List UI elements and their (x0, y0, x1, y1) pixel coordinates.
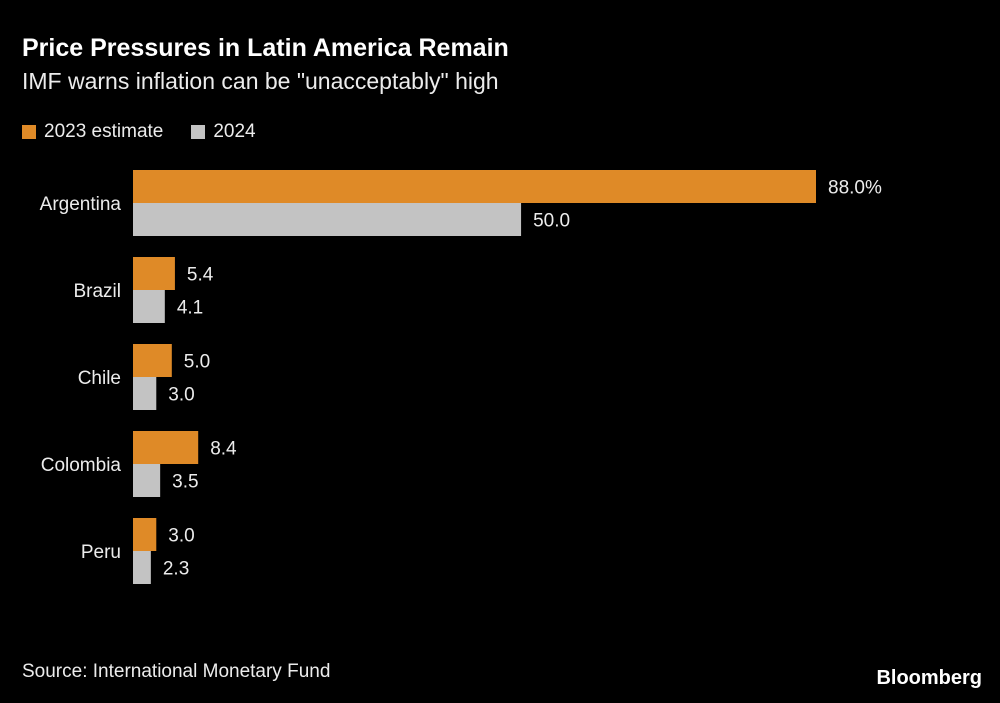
data-label: 3.0 (168, 526, 194, 547)
bar-2024 (133, 551, 151, 584)
data-label: 3.0 (168, 385, 194, 406)
data-label: 88.0% (828, 178, 882, 199)
chart-subtitle: IMF warns inflation can be "unacceptably… (22, 68, 499, 94)
data-label: 8.4 (210, 439, 237, 460)
bloomberg-logo: Bloomberg (876, 667, 982, 689)
bar-2023 (133, 170, 816, 203)
bar-2023 (133, 518, 157, 551)
legend-swatch-2024 (191, 125, 206, 139)
bar-2023 (133, 344, 172, 377)
bar-2024 (133, 464, 161, 497)
source-note: Source: International Monetary Fund (22, 661, 331, 682)
bar-2024 (133, 203, 522, 236)
category-label: Chile (78, 368, 121, 389)
data-label: 4.1 (177, 298, 203, 319)
legend: 2023 estimate 2024 (22, 121, 256, 143)
chart-title: Price Pressures in Latin America Remain (22, 34, 509, 62)
category-label: Argentina (40, 194, 122, 215)
legend-label-2024: 2024 (213, 121, 256, 142)
bar-2024 (133, 290, 165, 323)
bar-2024 (133, 377, 157, 410)
category-label: Brazil (73, 281, 121, 302)
data-label: 3.5 (172, 472, 198, 493)
category-label: Colombia (41, 455, 122, 476)
data-label: 50.0 (533, 211, 570, 232)
data-label: 5.4 (187, 265, 214, 286)
bar-2023 (133, 257, 175, 290)
legend-swatch-2023 (22, 125, 36, 139)
bar-2023 (133, 431, 199, 464)
data-label: 5.0 (184, 352, 210, 373)
data-label: 2.3 (163, 559, 189, 580)
category-label: Peru (81, 542, 121, 563)
legend-label-2023: 2023 estimate (44, 121, 164, 142)
